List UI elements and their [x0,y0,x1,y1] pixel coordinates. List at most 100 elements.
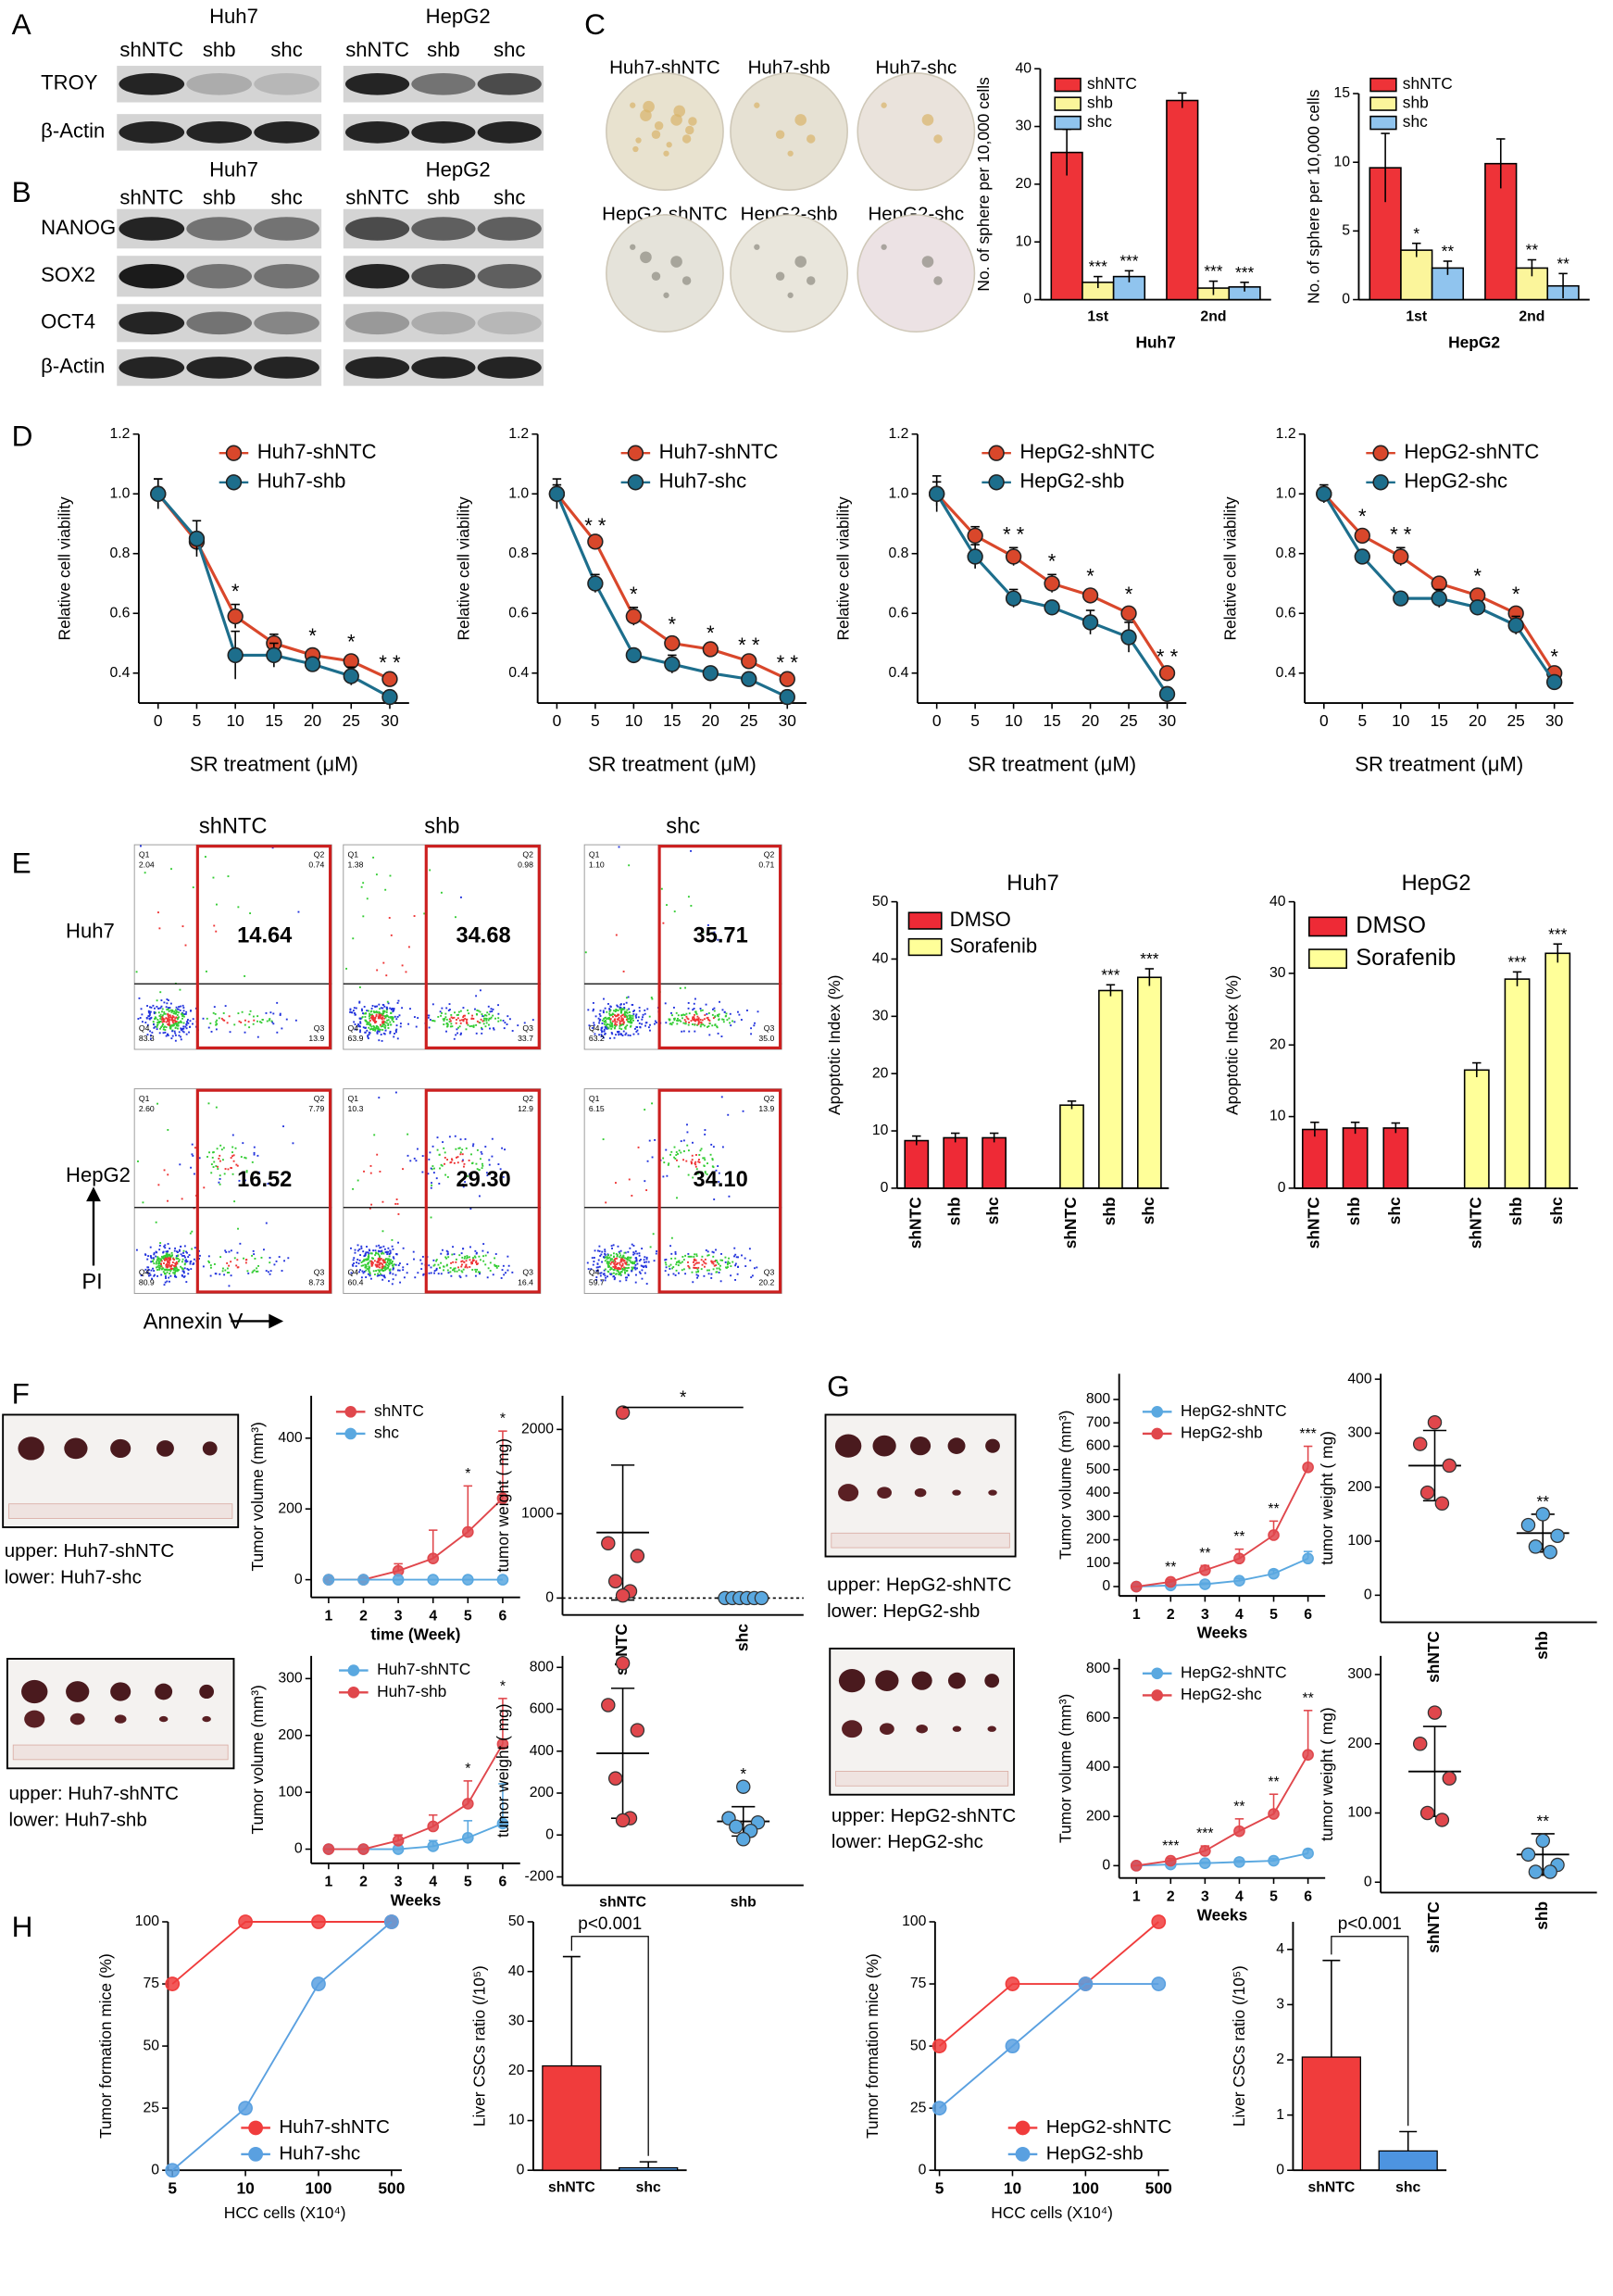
flow-event [688,1149,690,1151]
flow-event [435,1261,437,1262]
flow-event [698,1023,700,1024]
flow-event [605,1201,606,1203]
flow-event [370,1025,372,1027]
blot-band [186,357,252,379]
flow-event [227,1272,229,1273]
flow-event [254,1154,256,1156]
flow-event [382,1260,384,1261]
data-point [1443,1459,1456,1472]
flow-event [703,1261,705,1262]
flow-event [693,1261,694,1263]
flow-event [479,1273,481,1274]
flow-event [366,1023,368,1025]
flow-event [643,1014,644,1016]
flow-event [649,1140,651,1142]
flow-event [587,1009,589,1010]
sphere-colony [630,103,635,108]
y-tick-label: 15 [1333,85,1350,101]
flow-event [182,925,184,927]
flow-event [611,1033,613,1035]
significance: * * [1390,522,1412,546]
flow-event [166,1281,168,1283]
flow-event [646,1257,648,1259]
significance: * [465,1761,470,1776]
flow-event [627,1018,629,1020]
flow-event [708,1270,710,1272]
flow-event [629,1179,631,1181]
flow-event [704,1129,706,1131]
flow-event [153,1275,155,1277]
flow-event [754,1267,756,1269]
flow-event [208,1102,210,1104]
y-tick-label: 100 [1347,1805,1372,1821]
flow-event [441,1273,443,1274]
flow-event [222,1268,224,1270]
flow-event [727,1261,729,1262]
flow-event [613,1252,615,1254]
flow-event [406,1272,408,1273]
flow-event [641,1019,643,1021]
significance: ** [1526,241,1539,259]
flow-event [171,1010,173,1011]
flow-event [256,1021,258,1023]
flow-event [397,1270,399,1272]
flow-event [456,1033,458,1035]
x-tick-label: 0 [154,711,163,730]
panel-label: G [827,1369,850,1402]
flow-event [379,1262,381,1264]
flow-event [431,1217,432,1219]
flow-event [214,1263,216,1265]
flow-event [164,1269,166,1271]
flow-event [167,1129,169,1131]
flow-event [376,1154,378,1156]
flow-event [417,1272,419,1273]
flow-event [447,1176,449,1178]
flow-event [665,1149,667,1151]
comparison-label: p<0.001 [578,1914,642,1934]
flow-event [245,1261,247,1263]
x-tick-label: 5 [1269,1607,1278,1623]
flow-event [476,1263,478,1265]
blot-band [119,73,184,95]
flow-event [167,1173,169,1175]
flow-event [186,1021,188,1023]
flow-event [630,1035,631,1036]
flow-event [469,1208,471,1210]
flow-event [616,1253,618,1255]
flow-event [390,1017,392,1019]
flow-event [357,1249,359,1251]
blot-band [411,121,475,144]
flow-event [269,1273,271,1275]
flow-event [389,1022,391,1023]
flow-event [691,1162,693,1164]
legend-label: Sorafenib [1356,945,1456,971]
flow-event [455,1034,456,1035]
flow-event [372,1258,374,1260]
flow-event [623,1003,625,1005]
flow-event [428,1264,430,1266]
flow-event [727,1114,729,1116]
flow-event [163,1026,165,1028]
flow-event [653,1233,655,1235]
flow-event [388,1027,390,1029]
data-point [1421,1806,1434,1819]
flow-event [176,1250,178,1252]
flow-event [634,1028,636,1030]
data-point [1303,1750,1313,1760]
x-tick-label: 1 [325,1608,333,1624]
apoptosis-percent: 14.64 [237,924,293,948]
flow-event [460,1010,462,1012]
flow-event [365,1276,367,1278]
flow-event [481,1013,483,1015]
quadrant-value: 83.3 [139,1034,155,1043]
flow-event [387,1260,389,1261]
flow-event [625,1026,627,1028]
flow-event [620,1250,622,1252]
flow-event [392,1273,394,1275]
legend-label: HepG2-shNTC [1181,1662,1287,1681]
flow-event [697,1161,699,1162]
data-point [1551,1529,1564,1542]
significance: * [740,1764,746,1783]
data-point [1544,1546,1557,1559]
flow-event [368,1254,369,1256]
